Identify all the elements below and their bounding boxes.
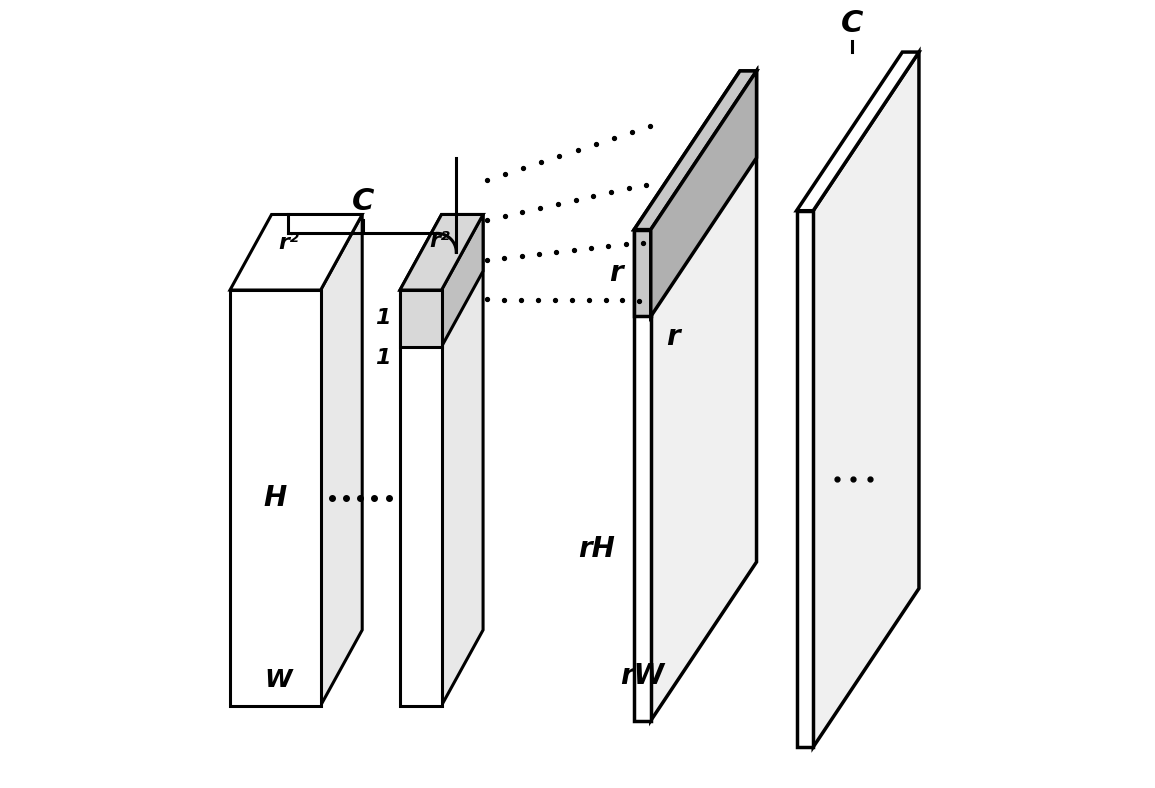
Polygon shape bbox=[634, 229, 650, 317]
Polygon shape bbox=[230, 290, 321, 705]
Polygon shape bbox=[400, 214, 483, 290]
Polygon shape bbox=[634, 229, 650, 720]
Polygon shape bbox=[650, 71, 757, 720]
Polygon shape bbox=[797, 210, 813, 747]
Polygon shape bbox=[400, 214, 483, 290]
Polygon shape bbox=[634, 71, 757, 229]
Text: r: r bbox=[609, 259, 623, 287]
Text: H: H bbox=[263, 484, 286, 511]
Text: rW: rW bbox=[620, 663, 664, 690]
Polygon shape bbox=[441, 214, 483, 347]
Polygon shape bbox=[400, 290, 441, 347]
Text: 1: 1 bbox=[375, 308, 390, 329]
Polygon shape bbox=[400, 290, 441, 705]
Polygon shape bbox=[650, 71, 757, 317]
Text: 1: 1 bbox=[375, 348, 390, 368]
Polygon shape bbox=[321, 214, 363, 705]
Polygon shape bbox=[441, 214, 483, 705]
Text: W: W bbox=[264, 668, 292, 692]
Text: C: C bbox=[351, 187, 374, 216]
Text: r²: r² bbox=[278, 233, 299, 253]
Polygon shape bbox=[813, 52, 919, 747]
Polygon shape bbox=[634, 71, 757, 229]
Text: C: C bbox=[841, 9, 864, 39]
Polygon shape bbox=[797, 52, 919, 210]
Text: r: r bbox=[666, 322, 680, 351]
Text: r²: r² bbox=[429, 231, 449, 251]
Text: rH: rH bbox=[579, 535, 616, 563]
Polygon shape bbox=[230, 214, 363, 290]
